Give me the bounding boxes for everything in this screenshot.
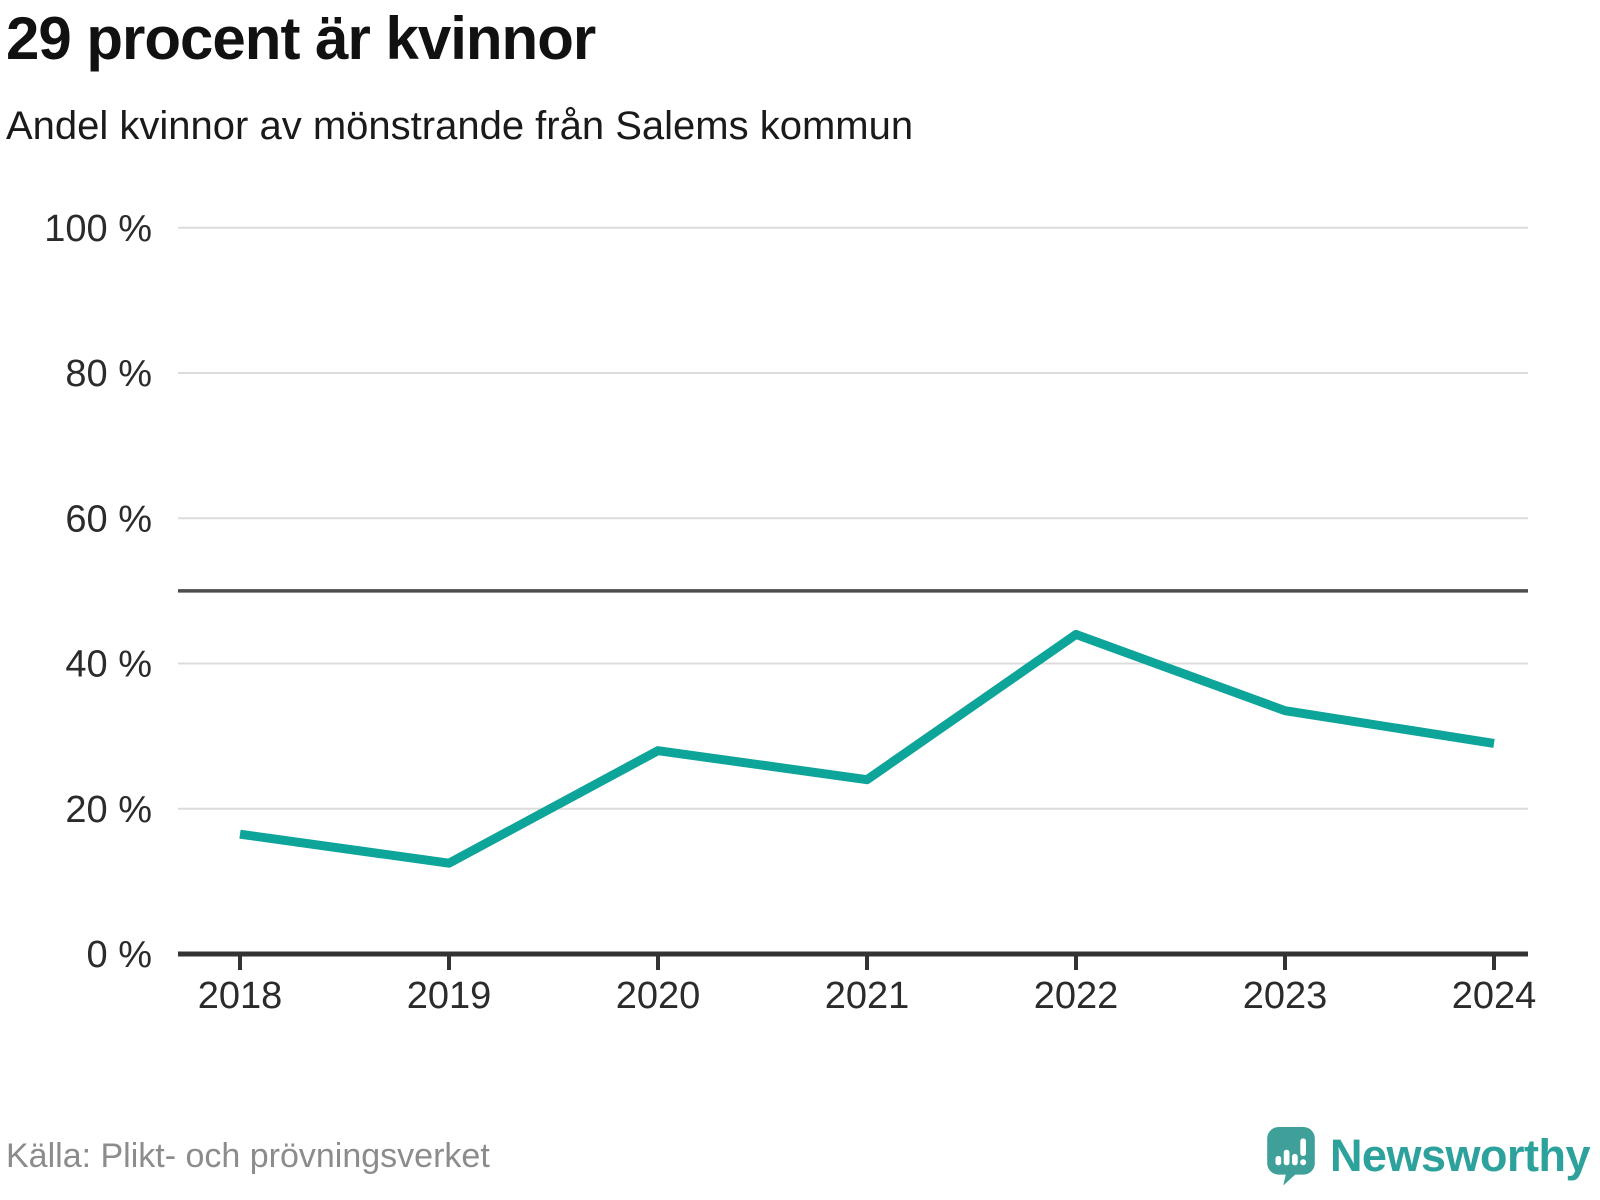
newsworthy-logo: Newsworthy	[1266, 1126, 1591, 1186]
x-tick-label: 2020	[616, 975, 701, 1017]
line-chart: 0 % 20 % 40 % 60 % 80 % 100 % 2018 2019 2020 2021…	[44, 208, 1537, 1017]
y-tick-label: 100 %	[44, 208, 152, 250]
chart-title: 29 procent är kvinnor	[6, 5, 596, 72]
x-tick-label: 2024	[1452, 975, 1537, 1017]
chart-header: 29 procent är kvinnor Andel kvinnor av m…	[6, 0, 1566, 150]
chart-subtitle: Andel kvinnor av mönstrande från Salems …	[6, 104, 914, 148]
logo-bubble-shape	[1267, 1127, 1315, 1186]
y-tick-label: 40 %	[65, 644, 152, 686]
logo-bar-chart-icon	[1275, 1138, 1307, 1166]
newsworthy-logo-icon	[1267, 1127, 1315, 1186]
data-line	[239, 629, 1495, 868]
x-tick-label: 2019	[407, 975, 492, 1017]
x-tick-label: 2022	[1034, 975, 1119, 1017]
y-tick-label: 20 %	[65, 789, 152, 831]
y-tick-label: 80 %	[65, 353, 152, 395]
chart-footer: Källa: Plikt- och prövningsverket Newswo…	[6, 1126, 1591, 1186]
x-tick-label: 2018	[198, 975, 283, 1017]
x-tick-label: 2021	[825, 975, 910, 1017]
newsworthy-logo-text: Newsworthy	[1329, 1130, 1591, 1181]
x-tick-label: 2023	[1243, 975, 1328, 1017]
source-text: Källa: Plikt- och prövningsverket	[6, 1136, 490, 1175]
y-tick-label: 60 %	[65, 498, 152, 540]
chart-area: 0 % 20 % 40 % 60 % 80 % 100 % 2018 2019 2020 2021…	[0, 185, 1600, 1030]
y-tick-label: 0 %	[87, 934, 152, 976]
